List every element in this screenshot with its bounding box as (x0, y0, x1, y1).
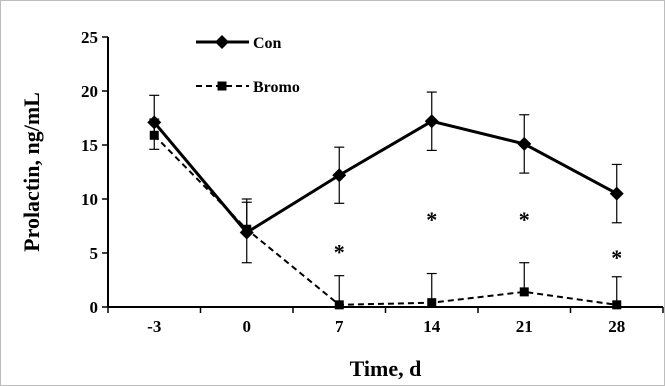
data-point-square (612, 300, 622, 310)
x-tick-label: 7 (335, 317, 344, 336)
y-tick-label: 5 (90, 244, 99, 263)
legend-label-con: Con (253, 35, 282, 52)
data-point-square (242, 224, 252, 234)
series-bromo (149, 118, 622, 306)
data-point-diamond (424, 114, 439, 129)
data-point-square (427, 298, 437, 308)
significance-asterisk: * (334, 240, 345, 265)
data-point-square (149, 130, 159, 140)
legend: Con Bromo (196, 35, 300, 96)
x-tick-label: 14 (423, 317, 441, 336)
legend-marker-square (217, 81, 227, 91)
x-tick-label: -3 (147, 317, 161, 336)
data-point-square (519, 287, 529, 297)
series-line (153, 134, 617, 306)
data-point-diamond (609, 186, 624, 201)
y-tick-label: 20 (81, 82, 98, 101)
y-tick-label: 10 (81, 190, 98, 209)
significance-asterisk: * (519, 207, 530, 232)
y-axis-title: Prolactin, ng/mL (19, 92, 44, 252)
series-con (149, 91, 622, 264)
x-tick-label: 28 (608, 317, 625, 336)
significance-asterisk: * (611, 245, 622, 270)
y-tick-label: 25 (81, 28, 98, 47)
x-axis-title: Time, d (350, 356, 422, 381)
data-point-square (334, 300, 344, 310)
y-tick-label: 0 (90, 298, 99, 317)
data-point-diamond (517, 136, 532, 151)
y-tick-label: 15 (81, 136, 98, 155)
x-tick-label: 0 (243, 317, 252, 336)
x-tick-label: 21 (516, 317, 533, 336)
significance-asterisk: * (426, 207, 437, 232)
legend-label-bromo: Bromo (253, 79, 300, 96)
legend-marker-diamond (215, 35, 229, 49)
data-point-diamond (332, 168, 347, 183)
series-line (153, 119, 618, 235)
